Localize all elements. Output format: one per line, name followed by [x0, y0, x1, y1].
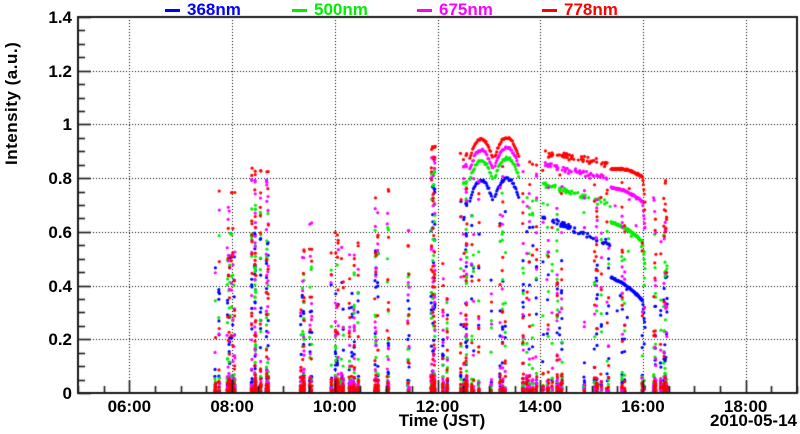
legend-marker-368nm	[165, 8, 180, 12]
legend-item-778nm: 778nm	[542, 1, 618, 19]
x-axis-title: Time (JST)	[398, 411, 486, 430]
y-tick-label: 0.6	[48, 222, 72, 242]
legend-marker-500nm	[292, 8, 307, 12]
legend-marker-778nm	[542, 8, 557, 12]
date-label: 2010-05-14	[710, 411, 797, 430]
legend-label-500nm: 500nm	[314, 0, 368, 19]
legend-item-675nm: 675nm	[417, 1, 493, 19]
y-tick-label: 1.4	[48, 8, 72, 27]
x-tick-label: 18:00	[723, 397, 768, 416]
x-tick-label: 16:00	[621, 397, 665, 416]
y-tick-label: 0	[62, 384, 72, 403]
x-tick-label: 12:00	[415, 397, 460, 416]
legend-label-778nm: 778nm	[564, 0, 618, 19]
x-tick-label: 10:00	[313, 397, 357, 416]
legend-label-368nm: 368nm	[187, 0, 241, 19]
x-tick-label: 14:00	[518, 397, 562, 416]
legend-marker-675nm	[417, 8, 432, 12]
y-tick-label: 1	[62, 115, 72, 135]
legend: 368nm 500nm 675nm 778nm	[0, 0, 800, 20]
y-tick-label: 0.4	[48, 276, 72, 296]
y-tick-label: 0.2	[48, 330, 72, 350]
y-axis-title: Intensity (a.u.)	[2, 41, 21, 165]
x-tick-label: 06:00	[107, 397, 152, 416]
y-tick-label: 0.8	[48, 169, 72, 189]
legend-label-675nm: 675nm	[439, 0, 493, 19]
legend-item-368nm: 368nm	[165, 1, 241, 19]
y-tick-label: 1.2	[48, 61, 72, 81]
legend-item-500nm: 500nm	[292, 1, 368, 19]
x-tick-label: 08:00	[210, 397, 254, 416]
